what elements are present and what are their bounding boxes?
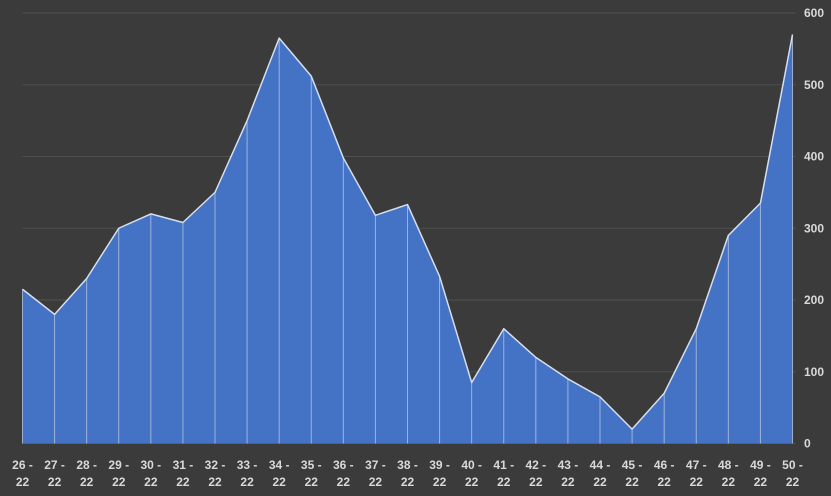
x-axis-labels: 26 - 22 27 - 22 28 - 22 29 - 22 30 - 22 31 - 22 32 -… bbox=[12, 458, 803, 489]
x-tick-label-year-47 - 22: 22 bbox=[690, 475, 704, 489]
x-tick-label-year-28 - 22: 22 bbox=[80, 475, 94, 489]
x-tick-label-30 - 22: 30 - bbox=[140, 458, 161, 472]
x-tick-label-49 - 22: 49 - bbox=[750, 458, 771, 472]
x-tick-label-year-46 - 22: 22 bbox=[657, 475, 671, 489]
y-tick-label-200: 200 bbox=[804, 293, 824, 307]
y-tick-label-500: 500 bbox=[804, 78, 824, 92]
x-tick-label-year-39 - 22: 22 bbox=[433, 475, 447, 489]
x-tick-label-41 - 22: 41 - bbox=[493, 458, 514, 472]
y-axis-labels: 0 100 200 300 400 500 600 bbox=[804, 6, 824, 451]
x-tick-label-37 - 22: 37 - bbox=[365, 458, 386, 472]
y-tick-label-100: 100 bbox=[804, 365, 824, 379]
x-tick-label-year-32 - 22: 22 bbox=[208, 475, 222, 489]
x-tick-label-year-30 - 22: 22 bbox=[144, 475, 158, 489]
x-tick-label-36 - 22: 36 - bbox=[333, 458, 354, 472]
x-tick-label-year-40 - 22: 22 bbox=[465, 475, 479, 489]
x-tick-label-42 - 22: 42 - bbox=[525, 458, 546, 472]
x-tick-label-27 - 22: 27 - bbox=[44, 458, 65, 472]
x-tick-label-48 - 22: 48 - bbox=[718, 458, 739, 472]
x-tick-label-year-29 - 22: 22 bbox=[112, 475, 126, 489]
x-tick-label-year-45 - 22: 22 bbox=[625, 475, 639, 489]
x-tick-label-45 - 22: 45 - bbox=[622, 458, 643, 472]
x-tick-label-year-42 - 22: 22 bbox=[529, 475, 543, 489]
x-tick-label-year-37 - 22: 22 bbox=[369, 475, 383, 489]
x-tick-label-year-38 - 22: 22 bbox=[401, 475, 415, 489]
x-tick-label-year-35 - 22: 22 bbox=[305, 475, 319, 489]
y-tick-label-0: 0 bbox=[804, 437, 811, 451]
x-tick-label-year-31 - 22: 22 bbox=[176, 475, 190, 489]
x-tick-label-39 - 22: 39 - bbox=[429, 458, 450, 472]
x-tick-label-year-27 - 22: 22 bbox=[48, 475, 62, 489]
y-tick-label-600: 600 bbox=[804, 6, 824, 20]
x-tick-label-year-36 - 22: 22 bbox=[337, 475, 351, 489]
drop-lines bbox=[22, 34, 793, 444]
y-tick-label-400: 400 bbox=[804, 150, 824, 164]
series-edge-line bbox=[22, 34, 794, 430]
x-tick-label-year-33 - 22: 22 bbox=[240, 475, 254, 489]
x-tick-label-year-34 - 22: 22 bbox=[272, 475, 286, 489]
area-top-edge-line bbox=[22, 34, 794, 430]
x-tick-label-47 - 22: 47 - bbox=[686, 458, 707, 472]
x-tick-label-33 - 22: 33 - bbox=[237, 458, 258, 472]
x-tick-label-year-26 - 22: 22 bbox=[16, 475, 30, 489]
x-tick-label-43 - 22: 43 - bbox=[558, 458, 579, 472]
x-tick-label-35 - 22: 35 - bbox=[301, 458, 322, 472]
x-tick-label-46 - 22: 46 - bbox=[654, 458, 675, 472]
x-tick-label-28 - 22: 28 - bbox=[76, 458, 97, 472]
y-tick-label-300: 300 bbox=[804, 221, 824, 235]
x-tick-label-year-41 - 22: 22 bbox=[497, 475, 511, 489]
x-tick-label-year-44 - 22: 22 bbox=[593, 475, 607, 489]
x-tick-label-31 - 22: 31 - bbox=[173, 458, 194, 472]
x-tick-label-34 - 22: 34 - bbox=[269, 458, 290, 472]
x-tick-label-32 - 22: 32 - bbox=[205, 458, 226, 472]
x-tick-label-40 - 22: 40 - bbox=[461, 458, 482, 472]
x-tick-label-year-49 - 22: 22 bbox=[754, 475, 768, 489]
x-tick-label-26 - 22: 26 - bbox=[12, 458, 33, 472]
x-tick-label-year-48 - 22: 22 bbox=[722, 475, 736, 489]
x-tick-label-year-43 - 22: 22 bbox=[561, 475, 575, 489]
x-tick-label-year-50 - 22: 22 bbox=[786, 475, 800, 489]
x-tick-label-50 - 22: 50 - bbox=[782, 458, 803, 472]
x-tick-label-44 - 22: 44 - bbox=[590, 458, 611, 472]
x-tick-label-29 - 22: 29 - bbox=[108, 458, 129, 472]
x-tick-label-38 - 22: 38 - bbox=[397, 458, 418, 472]
